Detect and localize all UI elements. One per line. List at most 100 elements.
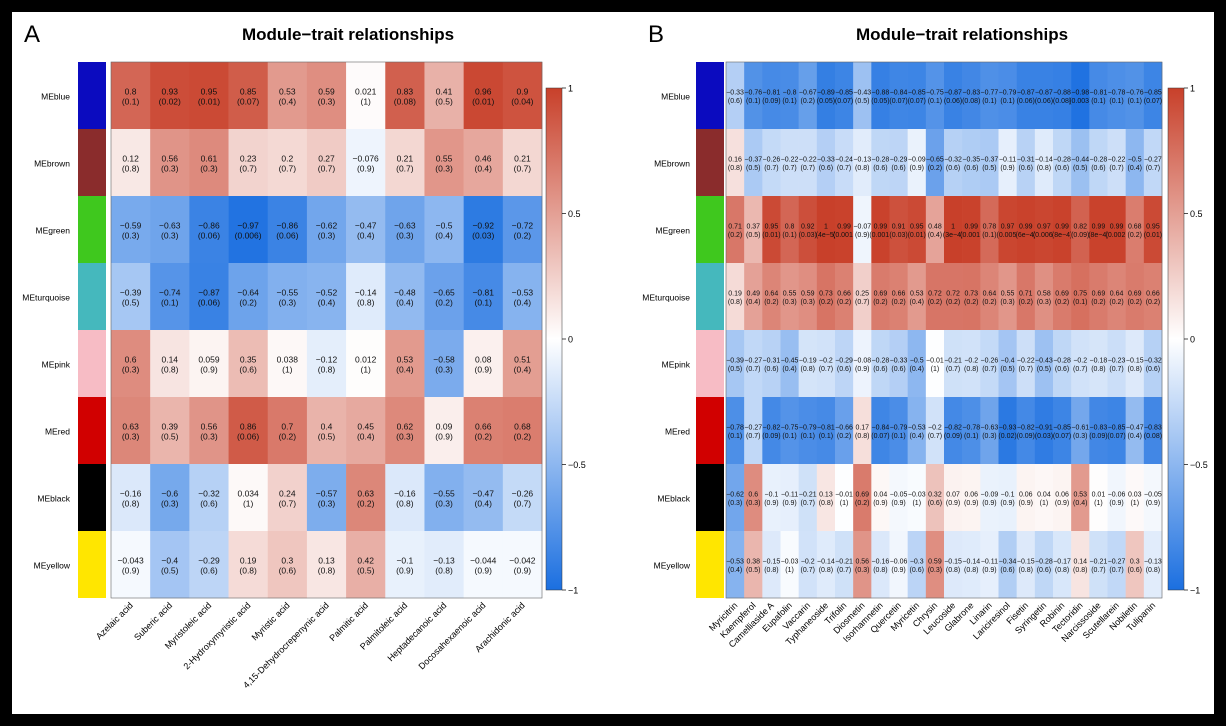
cell-pvalue-label: (0.8)	[964, 366, 978, 373]
heatmap-cell	[1016, 531, 1036, 599]
cell-pvalue-label: (0.3)	[122, 231, 140, 241]
heatmap-cell	[424, 62, 464, 130]
heatmap-cell	[871, 397, 890, 465]
cell-value-label: 0.59	[318, 87, 335, 97]
cell-value-label: −0.26	[981, 358, 999, 365]
heatmap-cell	[780, 62, 799, 130]
heatmap-cell	[267, 129, 308, 197]
heatmap-cell	[346, 263, 386, 331]
cell-pvalue-label: (0.07)	[908, 98, 926, 105]
heatmap-cell	[150, 129, 190, 197]
heatmap-cell	[744, 129, 763, 197]
cell-value-label: −0.24	[835, 157, 853, 164]
cell-value-label: −0.65	[433, 288, 455, 298]
legend-tick-label: 0.5	[1190, 209, 1203, 219]
cell-value-label: 0.01	[1092, 492, 1106, 499]
cell-pvalue-label: (0.6)	[891, 366, 905, 373]
heatmap-cell	[1107, 397, 1126, 465]
cell-value-label: −0.39	[726, 358, 744, 365]
cell-pvalue-label: (0.2)	[855, 500, 869, 507]
cell-value-label: 0.17	[855, 425, 869, 432]
cell-pvalue-label: (0.6)	[946, 165, 960, 172]
cell-pvalue-label: (0.4)	[928, 232, 942, 239]
heatmap-cell	[1016, 464, 1036, 532]
heatmap-cell	[980, 531, 999, 599]
heatmap-cell	[907, 464, 927, 532]
cell-value-label: 0.91	[892, 224, 906, 231]
cell-pvalue-label: (0.01)	[1144, 232, 1162, 239]
legend-tick-label: 0.5	[568, 209, 581, 219]
module-label: MEred	[45, 427, 70, 437]
heatmap-cell	[385, 330, 425, 398]
cell-value-label: 0.72	[928, 291, 942, 298]
cell-value-label: −0.05	[890, 492, 908, 499]
heatmap-cell	[306, 263, 347, 331]
cell-value-label: −0.62	[726, 492, 744, 499]
cell-value-label: −0.3	[910, 559, 924, 566]
heatmap-cell	[424, 330, 464, 398]
cell-pvalue-label: (0.3)	[1000, 299, 1014, 306]
panel-label: B	[648, 21, 664, 48]
cell-value-label: −0.8	[783, 90, 797, 97]
cell-pvalue-label: (0.07)	[1107, 433, 1125, 440]
cell-value-label: −0.07	[853, 224, 871, 231]
heatmap-cell	[816, 129, 836, 197]
module-color-MEturquoise	[78, 263, 106, 330]
cell-value-label: −0.81	[1090, 90, 1108, 97]
heatmap-cell	[463, 531, 504, 599]
cell-pvalue-label: (0.005)	[996, 232, 1018, 239]
cell-value-label: 0.8	[125, 87, 137, 97]
heatmap-cell	[228, 464, 269, 532]
cell-pvalue-label: (0.7)	[1073, 366, 1087, 373]
heatmap-cell	[762, 263, 781, 331]
heatmap-cell	[1034, 330, 1054, 398]
cell-pvalue-label: (0.3)	[318, 97, 336, 107]
cell-pvalue-label: (0.5)	[435, 97, 453, 107]
heatmap-cell	[1143, 263, 1163, 331]
cell-pvalue-label: (0.2)	[1146, 299, 1160, 306]
cell-value-label: −0.19	[799, 358, 817, 365]
heatmap-cell	[962, 129, 981, 197]
cell-value-label: −0.79	[890, 425, 908, 432]
heatmap-cell	[726, 196, 745, 264]
heatmap-cell	[798, 464, 818, 532]
module-color-MEgreen	[696, 196, 724, 263]
cell-value-label: 0.06	[964, 492, 978, 499]
heatmap-cell	[980, 62, 999, 130]
cell-pvalue-label: (0.1)	[1091, 98, 1105, 105]
cell-value-label: 0.62	[397, 422, 414, 432]
cell-value-label: 0.06	[1055, 492, 1069, 499]
heatmap-cell	[944, 263, 963, 331]
cell-pvalue-label: (0.7)	[819, 366, 833, 373]
cell-pvalue-label: (0.8)	[801, 366, 815, 373]
heatmap-cell	[228, 62, 269, 130]
cell-pvalue-label: (0.1)	[782, 433, 796, 440]
cell-pvalue-label: (0.7)	[1091, 567, 1105, 574]
cell-value-label: −0.29	[198, 556, 220, 566]
heatmap-cell	[980, 196, 999, 264]
cell-pvalue-label: (0.8)	[161, 365, 179, 375]
heatmap-cell	[1107, 531, 1126, 599]
cell-value-label: 0.38	[746, 559, 760, 566]
heatmap-cell	[267, 531, 308, 599]
cell-value-label: 0.27	[318, 154, 335, 164]
cell-value-label: −0.28	[1053, 157, 1071, 164]
heatmap-cell	[306, 397, 347, 465]
cell-value-label: 0.53	[279, 87, 296, 97]
cell-pvalue-label: (0.8)	[873, 567, 887, 574]
cell-value-label: 0.69	[855, 492, 869, 499]
cell-pvalue-label: (0.3)	[318, 499, 336, 509]
heatmap-cell	[111, 330, 151, 398]
cell-value-label: −0.15	[1017, 559, 1035, 566]
heatmap-cell	[1053, 263, 1072, 331]
cell-pvalue-label: (0.6)	[1091, 165, 1105, 172]
cell-pvalue-label: (0.9)	[1000, 165, 1014, 172]
heatmap-cell	[744, 263, 763, 331]
module-label: MEblue	[41, 92, 70, 102]
cell-value-label: −0.45	[781, 358, 799, 365]
cell-pvalue-label: (0.06)	[944, 98, 962, 105]
heatmap-cell	[189, 129, 229, 197]
cell-pvalue-label: (0.6)	[200, 499, 218, 509]
cell-pvalue-label: (0.4)	[1128, 433, 1142, 440]
heatmap-cell	[798, 196, 818, 264]
